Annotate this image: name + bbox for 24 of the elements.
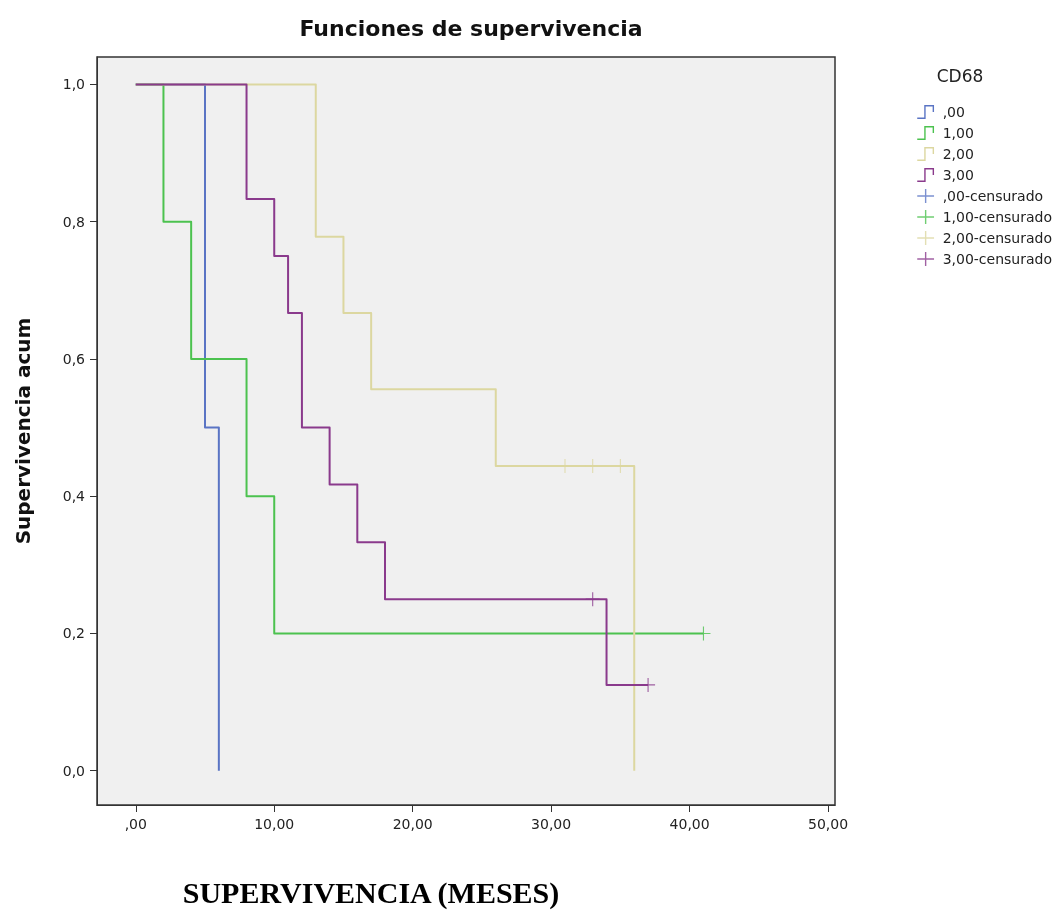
legend-label: 2,00 <box>942 146 974 162</box>
y-axis-title: Supervivencia acum <box>11 317 35 545</box>
legend-label: ,00 <box>942 104 965 120</box>
x-tick-label: ,00 <box>124 816 147 832</box>
chart-title: Funciones de supervivencia <box>299 15 643 41</box>
legend-label: 3,00-censurado <box>942 251 1053 267</box>
y-tick-label: 0,8 <box>62 213 85 230</box>
y-tick-label: 0,2 <box>62 625 85 642</box>
legend-label: 1,00 <box>942 125 974 141</box>
legend-title: CD68 <box>936 65 984 86</box>
x-tick-label: 10,00 <box>254 816 295 832</box>
legend-label: 3,00 <box>942 167 974 183</box>
y-tick-label: 0,0 <box>62 762 85 779</box>
y-tick-label: 1,0 <box>62 76 85 93</box>
y-tick-label: 0,4 <box>62 488 86 505</box>
legend-label: 2,00-censurado <box>942 230 1053 246</box>
x-tick-label: 20,00 <box>392 816 433 832</box>
legend-label: 1,00-censurado <box>942 209 1053 225</box>
x-tick-label: 40,00 <box>669 816 710 832</box>
y-tick-label: 0,6 <box>62 350 86 367</box>
x-tick-label: 50,00 <box>808 816 849 832</box>
legend-label: ,00-censurado <box>942 188 1044 204</box>
x-tick-label: 30,00 <box>531 816 572 832</box>
x-axis-title: SUPERVIVENCIA (MESES) <box>182 875 560 910</box>
